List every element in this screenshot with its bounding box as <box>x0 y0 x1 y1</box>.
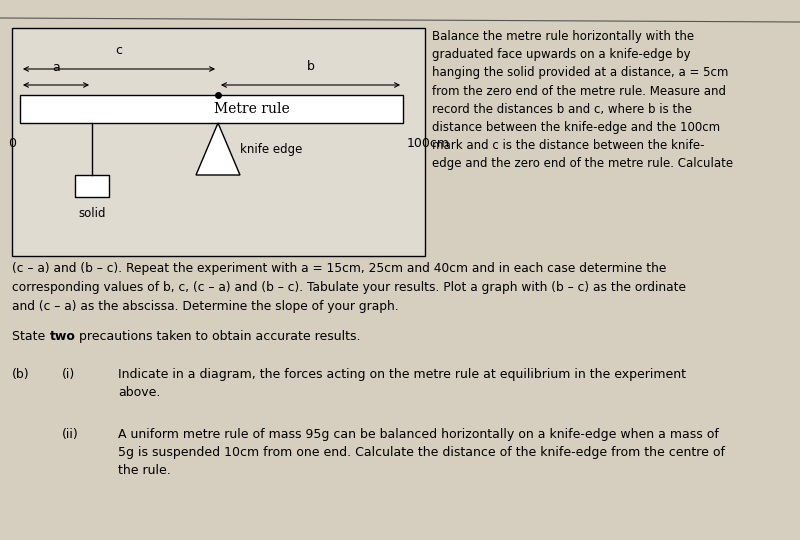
Bar <box>75 175 109 197</box>
Text: (i): (i) <box>62 368 75 381</box>
Text: 100cm: 100cm <box>407 137 450 150</box>
Text: Balance the metre rule horizontally with the
graduated face upwards on a knife-e: Balance the metre rule horizontally with… <box>432 30 733 171</box>
Text: solid: solid <box>78 207 106 220</box>
Text: knife edge: knife edge <box>240 143 302 156</box>
Text: (ii): (ii) <box>62 428 78 441</box>
Text: Indicate in a diagram, the forces acting on the metre rule at equilibrium in the: Indicate in a diagram, the forces acting… <box>118 368 686 399</box>
Text: b: b <box>306 60 314 73</box>
Bar <box>20 95 403 123</box>
Text: State: State <box>12 330 50 343</box>
Text: and (c – a) as the abscissa. Determine the slope of your graph.: and (c – a) as the abscissa. Determine t… <box>12 300 398 313</box>
Polygon shape <box>196 123 240 175</box>
Text: 0: 0 <box>8 137 16 150</box>
Text: (c – a) and (b – c). Repeat the experiment with a = 15cm, 25cm and 40cm and in e: (c – a) and (b – c). Repeat the experime… <box>12 262 666 275</box>
Text: (b): (b) <box>12 368 30 381</box>
Text: A uniform metre rule of mass 95g can be balanced horizontally on a knife-edge wh: A uniform metre rule of mass 95g can be … <box>118 428 725 477</box>
Bar <box>12 28 425 256</box>
Text: corresponding values of b, c, (c – a) and (b – c). Tabulate your results. Plot a: corresponding values of b, c, (c – a) an… <box>12 281 686 294</box>
Text: c: c <box>115 44 122 57</box>
Text: Metre rule: Metre rule <box>214 102 290 116</box>
Text: precautions taken to obtain accurate results.: precautions taken to obtain accurate res… <box>75 330 361 343</box>
Text: a: a <box>52 61 60 74</box>
Text: two: two <box>50 330 76 343</box>
